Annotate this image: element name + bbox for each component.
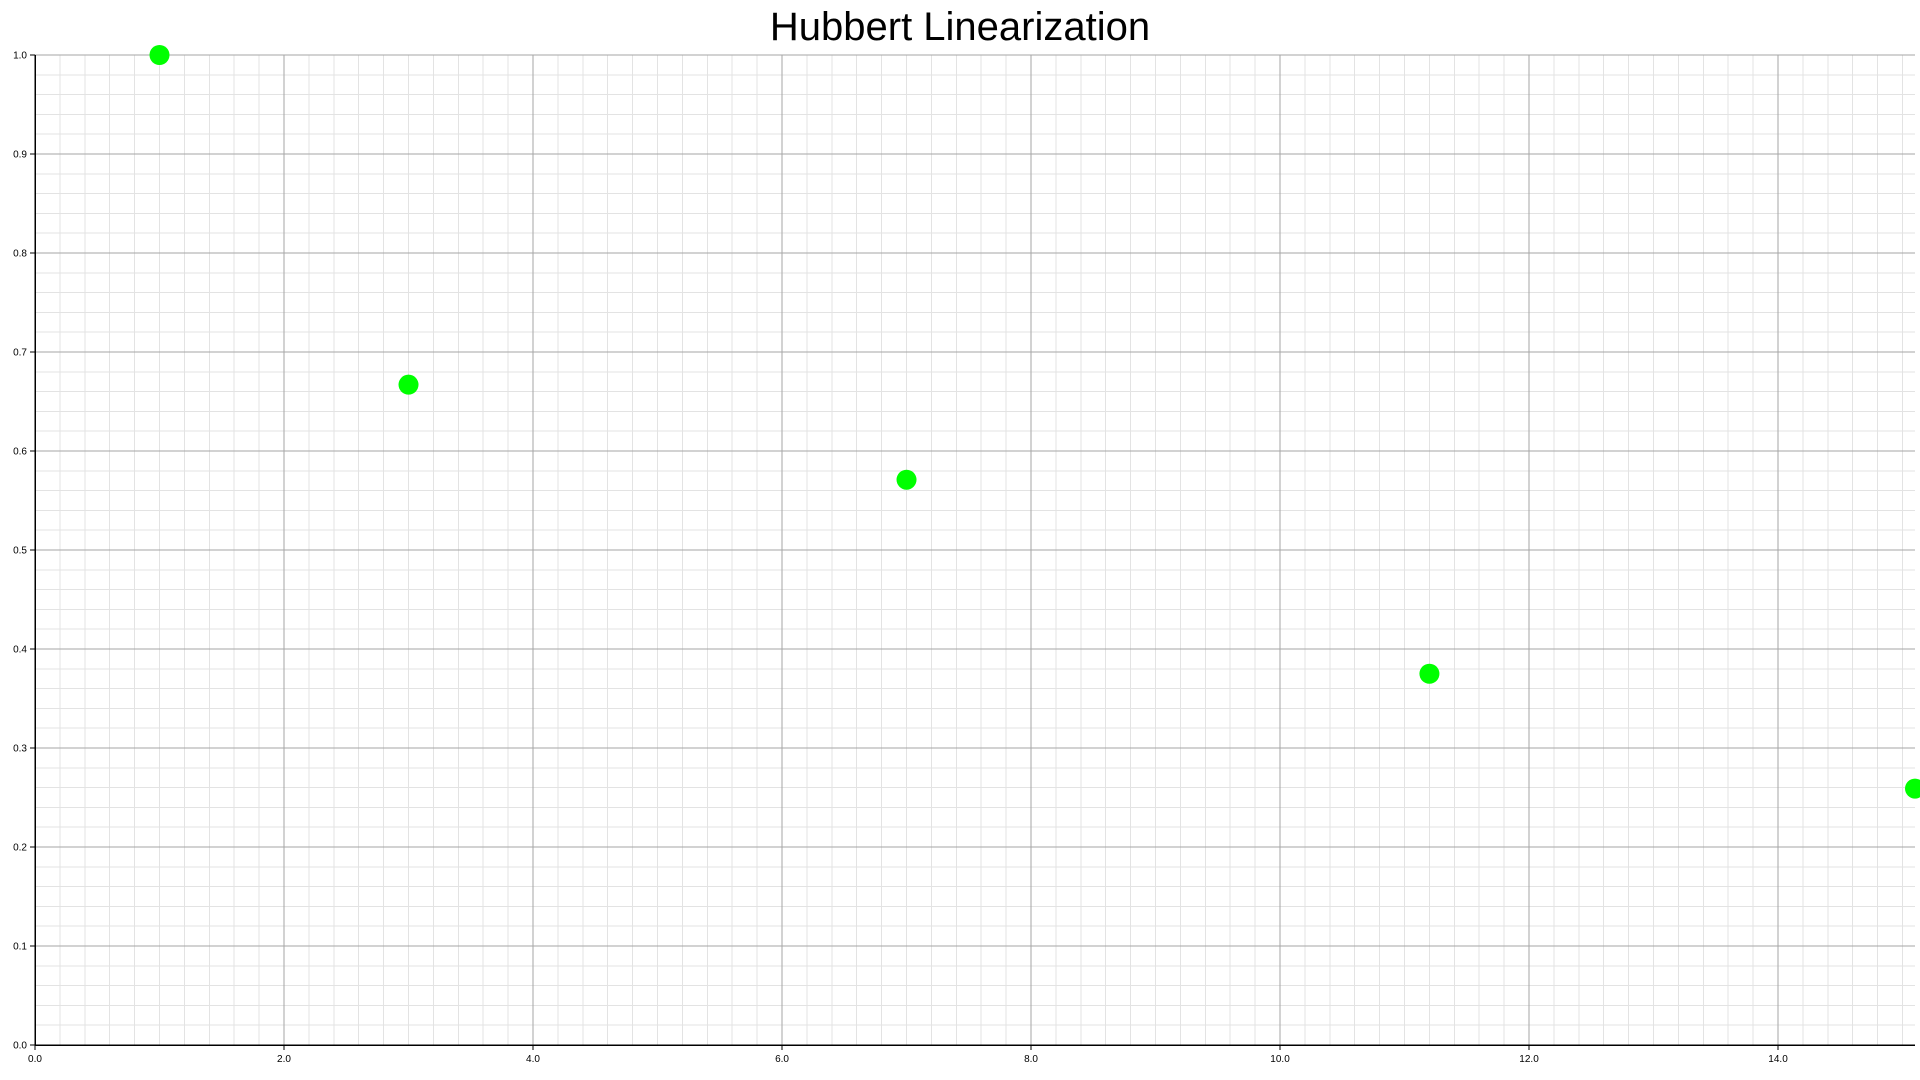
x-tick-label: 8.0 — [1024, 1054, 1038, 1065]
y-tick-label: 0.0 — [13, 1041, 27, 1052]
data-point — [896, 469, 917, 490]
tick-labels: 0.0 2.0 4.0 6.0 8.0 10.0 12.0 14.0 0.0 0.1 0.2 0.3 0… — [13, 51, 1788, 1066]
y-tick-label: 0.7 — [13, 348, 27, 359]
x-tick-label: 4.0 — [526, 1054, 540, 1065]
y-tick-label: 0.4 — [13, 645, 27, 656]
chart-title: Hubbert Linearization — [770, 5, 1150, 49]
y-tick-label: 0.1 — [13, 942, 27, 953]
data-point — [398, 374, 419, 395]
y-tick-label: 0.9 — [13, 150, 27, 161]
y-tick-label: 1.0 — [13, 51, 27, 62]
grid — [34, 54, 1915, 1046]
x-tick-label: 10.0 — [1270, 1054, 1290, 1065]
x-tick-label: 12.0 — [1519, 1054, 1539, 1065]
x-tick-label: 0.0 — [28, 1054, 42, 1065]
data-points — [149, 45, 1920, 799]
y-tick-label: 0.5 — [13, 546, 27, 557]
data-point — [1419, 663, 1440, 684]
y-tick-label: 0.6 — [13, 447, 27, 458]
x-tick-label: 14.0 — [1768, 1054, 1788, 1065]
data-point — [1905, 778, 1920, 799]
axes — [30, 54, 1915, 1050]
x-tick-label: 2.0 — [277, 1054, 291, 1065]
x-tick-label: 6.0 — [775, 1054, 789, 1065]
y-tick-label: 0.2 — [13, 843, 27, 854]
y-tick-label: 0.8 — [13, 249, 27, 260]
y-tick-label: 0.3 — [13, 744, 27, 755]
data-point — [149, 45, 170, 65]
